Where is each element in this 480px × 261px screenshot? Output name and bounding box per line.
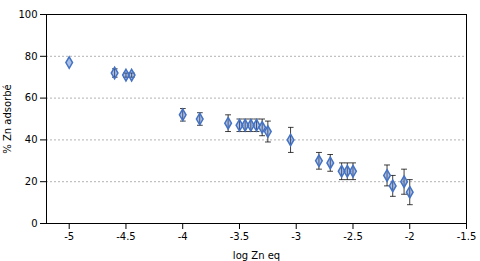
svg-text:20: 20 — [25, 176, 38, 187]
svg-text:-3: -3 — [291, 231, 301, 242]
svg-text:-1.5: -1.5 — [457, 231, 477, 242]
svg-text:-4: -4 — [178, 231, 188, 242]
svg-text:60: 60 — [25, 92, 38, 103]
svg-text:-2.5: -2.5 — [343, 231, 363, 242]
svg-text:40: 40 — [25, 134, 38, 145]
svg-text:-3.5: -3.5 — [230, 231, 250, 242]
svg-text:-5: -5 — [64, 231, 74, 242]
svg-text:100: 100 — [18, 9, 37, 20]
svg-text:-2: -2 — [405, 231, 415, 242]
svg-text:-4.5: -4.5 — [116, 231, 136, 242]
svg-text:% Zn adsorbé: % Zn adsorbé — [2, 84, 13, 153]
svg-text:log Zn eq: log Zn eq — [233, 250, 280, 261]
svg-text:0: 0 — [31, 218, 37, 229]
svg-text:80: 80 — [25, 51, 38, 62]
